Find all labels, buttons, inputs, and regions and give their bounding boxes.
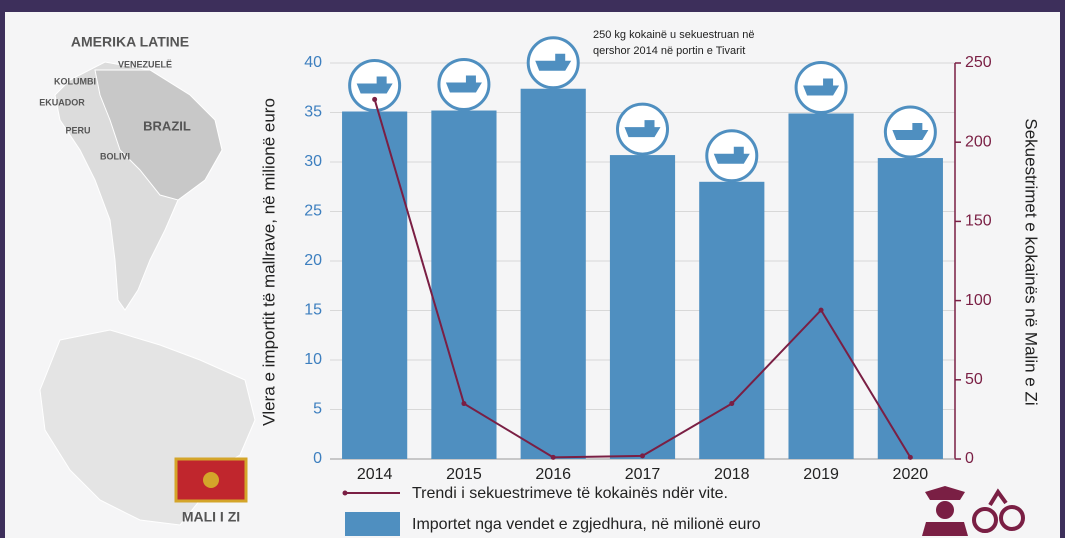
map-label: PERU	[65, 125, 90, 135]
handcuffs-icon	[972, 488, 1025, 533]
x-tick-label: 2019	[803, 466, 839, 483]
legend-swatch	[345, 512, 400, 536]
police-icon	[922, 486, 968, 536]
y2-tick-label: 100	[965, 292, 992, 309]
trend-point	[729, 401, 735, 407]
y2-tick-label: 200	[965, 133, 992, 150]
ship-icon	[445, 75, 482, 93]
legend-label: Trendi i sekuestrimeve të kokainës ndër …	[412, 485, 728, 502]
x-tick-label: 2014	[357, 466, 393, 483]
map-label: VENEZUELË	[118, 59, 172, 69]
bar	[431, 110, 497, 460]
bar	[520, 88, 586, 460]
ship-icon	[803, 78, 840, 96]
y-tick-label: 20	[304, 252, 322, 269]
y-tick-label: 15	[304, 302, 322, 319]
y2-tick-label: 250	[965, 54, 992, 71]
map-label: BRAZIL	[143, 118, 191, 133]
trend-point	[907, 454, 913, 460]
annotation: 250 kg kokainë u sekuestruan në	[593, 29, 754, 41]
bar	[788, 113, 854, 460]
map-label: KOLUMBI	[54, 76, 96, 86]
bar	[699, 181, 765, 460]
y2-tick-label: 150	[965, 213, 992, 230]
country-label: MALI I ZI	[182, 509, 240, 525]
y-tick-label: 0	[313, 450, 322, 467]
y-axis-label: Vlera e importit të mallrave, në milionë…	[259, 98, 278, 426]
bar	[609, 155, 676, 459]
x-tick-label: 2017	[625, 466, 661, 483]
y2-tick-label: 50	[965, 371, 983, 388]
y-tick-label: 30	[304, 153, 322, 170]
ship-icon	[892, 123, 929, 141]
x-tick-label: 2020	[893, 466, 929, 483]
annotation: qershor 2014 në portin e Tivarit	[593, 45, 745, 57]
y2-axis-label: Sekuestrimet e kokainës në Malin e Zi	[1022, 118, 1041, 405]
ship-icon	[713, 146, 750, 164]
bar	[342, 111, 408, 459]
map-label: BOLIVI	[100, 151, 130, 161]
map-brazil	[94, 69, 223, 201]
x-tick-label: 2018	[714, 466, 750, 483]
y-tick-label: 5	[313, 401, 322, 418]
y-tick-label: 40	[304, 54, 322, 71]
bar	[877, 158, 943, 460]
trend-point	[550, 454, 556, 460]
legend-dot	[342, 490, 348, 496]
x-tick-label: 2015	[446, 466, 482, 483]
flag-emblem	[203, 472, 219, 488]
trend-point	[461, 401, 467, 407]
map-label: EKUADOR	[39, 97, 85, 107]
ship-icon	[535, 53, 572, 71]
y-tick-label: 35	[304, 104, 322, 121]
x-tick-label: 2016	[535, 466, 571, 483]
ship-icon	[624, 120, 661, 138]
trend-point	[372, 96, 378, 102]
ship-icon	[356, 76, 393, 94]
trend-point	[818, 307, 824, 313]
y-tick-label: 10	[304, 351, 322, 368]
trend-point	[640, 453, 645, 459]
y2-tick-label: 0	[965, 450, 974, 467]
legend-label: Importet nga vendet e zgjedhura, në mili…	[412, 516, 761, 533]
map-title: AMERIKA LATINE	[71, 34, 189, 50]
y-tick-label: 25	[304, 203, 322, 220]
